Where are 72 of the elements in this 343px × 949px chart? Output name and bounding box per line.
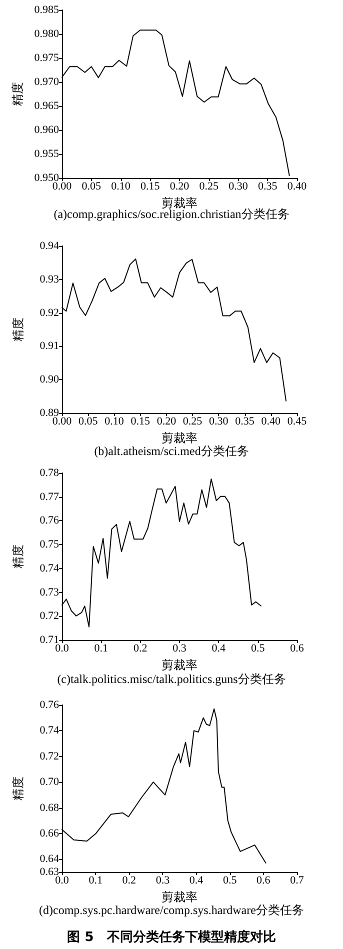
x-tick-label: 0.7 — [290, 874, 304, 886]
x-tick-label: 0.1 — [88, 874, 102, 886]
x-tick-label: 0.10 — [111, 180, 131, 192]
y-tick-label: 0.970 — [34, 76, 60, 88]
text: (b)alt.atheism/sci.med分类任务 — [94, 444, 249, 458]
x-tick-label: 0.40 — [261, 416, 282, 428]
y-axis-title: 精度 — [11, 776, 25, 800]
y-tick-label: 0.93 — [40, 273, 60, 286]
y-tick-label: 0.78 — [40, 467, 60, 479]
x-tick-label: 0.1 — [94, 642, 108, 654]
text: (c)talk.politics.misc/talk.politics.guns分类任务 — [57, 672, 286, 686]
y-tick-label: 0.76 — [40, 699, 60, 711]
y-tick-label: 0.66 — [40, 827, 60, 840]
x-tick-label: 0.2 — [133, 642, 148, 654]
x-tick-label: 0.4 — [189, 874, 204, 886]
y-tick-label: 0.76 — [40, 514, 60, 527]
y-tick-label: 0.75 — [40, 538, 60, 551]
x-tick-label: 0.35 — [235, 416, 255, 428]
x-axis-title: 剪裁率 — [162, 431, 198, 445]
x-tick-label: 0.05 — [78, 416, 98, 428]
x-axis-title: 剪裁率 — [162, 658, 198, 672]
x-tick-label: 0.00 — [52, 416, 72, 428]
caption: 图 5 不同分类任务下模型精度对比 — [67, 929, 276, 945]
x-tick-label: 0.45 — [287, 416, 308, 428]
y-tick-label: 0.94 — [40, 240, 60, 252]
x-tick-label: 0.2 — [122, 874, 136, 886]
y-axis-title: 精度 — [11, 544, 25, 568]
x-tick-label: 0.15 — [140, 180, 160, 192]
y-tick-label: 0.955 — [34, 148, 60, 160]
y-tick-label: 0.960 — [34, 124, 60, 136]
y-tick-label: 0.92 — [40, 306, 59, 319]
x-tick-label: 0.3 — [156, 874, 170, 886]
y-axis-title: 精度 — [10, 82, 24, 106]
x-tick-label: 0.3 — [172, 642, 187, 654]
x-axis-title: 剪裁率 — [162, 890, 198, 904]
x-tick-label: 0.40 — [287, 180, 308, 192]
x-tick-label: 0.25 — [199, 180, 219, 192]
y-tick-label: 0.70 — [40, 776, 60, 788]
x-axis-title: 剪裁率 — [162, 196, 198, 210]
y-tick-label: 0.965 — [34, 100, 60, 112]
x-tick-label: 0.15 — [130, 416, 150, 428]
x-tick-label: 0.0 — [55, 874, 70, 886]
y-tick-label: 0.74 — [40, 562, 60, 574]
x-tick-label: 0.20 — [156, 416, 177, 428]
y-tick-label: 0.77 — [40, 490, 60, 503]
y-tick-label: 0.90 — [40, 374, 60, 386]
y-tick-label: 0.72 — [40, 750, 59, 762]
x-tick-label: 0.25 — [182, 416, 203, 428]
x-tick-label: 0.30 — [209, 416, 229, 428]
x-tick-label: 0.35 — [258, 180, 278, 192]
x-tick-label: 0.6 — [290, 642, 304, 654]
x-tick-label: 0.0 — [55, 642, 70, 654]
x-tick-label: 0.30 — [228, 180, 248, 192]
x-tick-label: 0.5 — [250, 642, 266, 654]
y-tick-label: 0.73 — [40, 586, 60, 598]
y-tick-label: 0.975 — [34, 52, 60, 64]
x-tick-label: 0.4 — [212, 642, 226, 654]
x-tick-label: 0.10 — [104, 416, 124, 428]
x-tick-label: 0.05 — [82, 180, 102, 192]
y-tick-label: 0.64 — [40, 853, 60, 866]
y-tick-label: 0.91 — [40, 340, 59, 352]
x-tick-label: 0.5 — [222, 874, 238, 886]
x-tick-label: 0.00 — [52, 180, 72, 192]
x-tick-label: 0.20 — [170, 180, 190, 192]
y-tick-label: 0.980 — [34, 28, 60, 40]
text: (d)comp.sys.pc.hardware/comp.sys.hardware分类任务 — [39, 903, 304, 917]
x-tick-label: 0.6 — [256, 874, 271, 886]
y-tick-label: 0.74 — [40, 724, 60, 737]
y-tick-label: 0.985 — [34, 4, 60, 16]
y-tick-label: 0.68 — [40, 802, 60, 814]
y-axis-title: 精度 — [11, 318, 25, 342]
y-tick-label: 0.72 — [40, 610, 59, 622]
